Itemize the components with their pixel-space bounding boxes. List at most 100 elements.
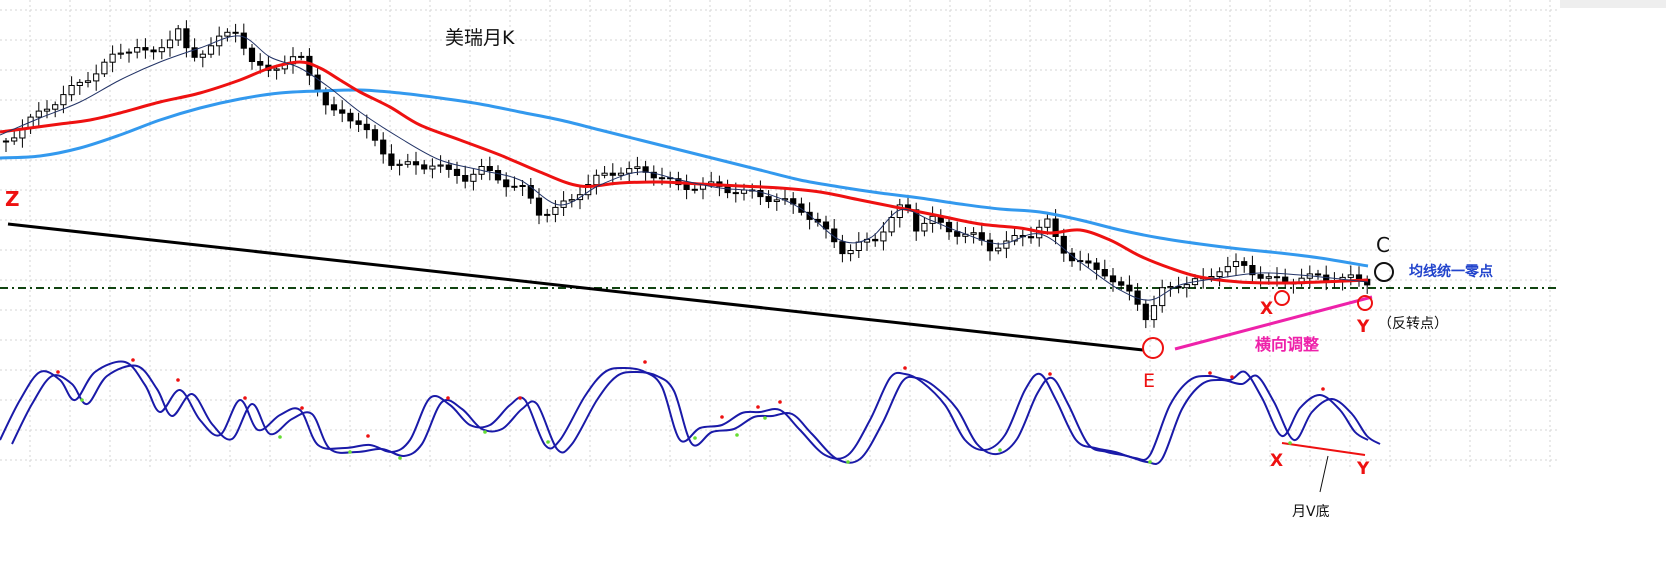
candle-body <box>1249 265 1256 276</box>
candlestick <box>437 155 444 173</box>
candle-body <box>101 61 108 75</box>
candlestick <box>421 159 428 175</box>
osc-dot-red <box>176 378 180 382</box>
candle-body <box>412 161 420 166</box>
candle-body <box>11 137 18 142</box>
candle-body <box>986 239 994 252</box>
candle-body <box>437 164 444 167</box>
label-zero-point: 均线统一零点 <box>1409 263 1493 280</box>
candlestick <box>970 227 977 244</box>
candlestick <box>913 202 920 241</box>
candlestick <box>76 79 83 95</box>
label-e: E <box>1143 370 1155 392</box>
candlestick <box>19 119 26 148</box>
osc-line-slow <box>11 364 1381 465</box>
candlestick <box>2 138 10 152</box>
label-c: C <box>1376 233 1390 257</box>
candlestick <box>1224 256 1231 278</box>
candlestick <box>429 158 436 179</box>
candle-body <box>1257 274 1264 279</box>
candlestick <box>248 44 256 70</box>
candle-body <box>117 52 124 55</box>
circle-c <box>1374 262 1394 282</box>
candle-body <box>183 28 190 49</box>
label-z: Z <box>5 187 20 211</box>
candlestick <box>265 55 272 78</box>
candle-body <box>470 173 477 182</box>
candlestick <box>27 113 34 134</box>
candle-body <box>1126 284 1133 292</box>
candlestick <box>765 190 772 209</box>
candle-body <box>175 28 182 41</box>
label-y-osc: Y <box>1356 459 1370 479</box>
candlestick <box>667 171 674 188</box>
candlestick <box>52 101 59 118</box>
candle-body <box>404 161 411 165</box>
osc-dot-green <box>1288 441 1292 445</box>
candlestick <box>781 188 789 205</box>
candlestick <box>199 50 206 68</box>
candle-body <box>855 241 862 252</box>
candlestick <box>527 178 534 204</box>
candle-body <box>880 231 887 242</box>
candle-body <box>150 49 157 53</box>
candlestick <box>355 112 362 132</box>
candle-body <box>68 85 75 96</box>
candlestick <box>150 46 157 60</box>
candle-body <box>609 172 616 176</box>
candle-body <box>691 188 698 191</box>
candlestick <box>1093 258 1100 280</box>
candle-body <box>1241 261 1248 266</box>
candlestick <box>1068 248 1076 267</box>
osc-line-xy <box>1281 442 1366 456</box>
candlestick <box>798 197 805 216</box>
candle-body <box>650 171 657 179</box>
candlestick <box>954 221 961 245</box>
arrow-v-bottom <box>1319 455 1329 493</box>
osc-dot-red <box>778 400 782 404</box>
label-x-price: X <box>1260 299 1273 319</box>
candlestick <box>494 165 502 184</box>
candle-body <box>1003 240 1010 249</box>
candlestick <box>863 232 871 251</box>
candle-body <box>462 175 469 182</box>
candlestick <box>224 28 231 42</box>
osc-dot-green <box>80 398 84 402</box>
candle-body <box>626 168 633 174</box>
candlestick <box>896 198 903 228</box>
candle-body <box>765 196 772 203</box>
candlestick <box>1085 253 1092 268</box>
candle-body <box>1093 262 1100 270</box>
candlestick <box>1126 275 1133 301</box>
candle-body <box>872 238 879 242</box>
candlestick <box>699 177 707 200</box>
osc-dot-red <box>1321 387 1325 391</box>
ma-mid-line <box>0 60 1369 285</box>
candle-body <box>740 189 748 194</box>
candle-body <box>724 185 731 194</box>
candle-body <box>330 104 338 111</box>
trendline-z-e <box>7 222 1144 352</box>
candle-body <box>35 110 42 118</box>
candlestick <box>609 163 616 186</box>
candlestick <box>101 58 108 77</box>
candlestick <box>166 30 174 57</box>
candlestick <box>1314 269 1322 280</box>
osc-dot-green <box>398 456 402 460</box>
candle-body <box>380 139 387 155</box>
candle-body <box>1216 271 1223 277</box>
candlestick <box>117 43 124 59</box>
candlestick <box>306 48 313 86</box>
candle-body <box>93 73 100 82</box>
candlestick <box>1101 259 1108 280</box>
candlestick <box>183 20 190 58</box>
candle-body <box>970 232 977 235</box>
ma-short-line <box>0 35 1369 301</box>
candle-body <box>1118 281 1125 286</box>
candlestick <box>1118 276 1125 291</box>
osc-dot-red <box>903 366 907 370</box>
candlestick <box>412 151 420 175</box>
candlestick <box>511 176 518 191</box>
